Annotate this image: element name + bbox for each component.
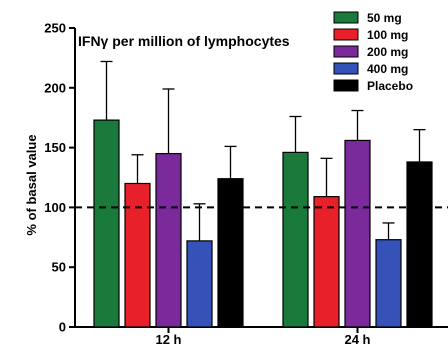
- legend-label: 200 mg: [367, 45, 408, 59]
- y-tick-label: 0: [59, 320, 66, 335]
- y-axis-label: % of basal value: [24, 134, 39, 235]
- bar: [406, 161, 433, 328]
- legend-swatch: [333, 45, 359, 58]
- bar: [186, 240, 213, 328]
- bar: [313, 196, 340, 328]
- y-tick-label: 200: [44, 80, 66, 95]
- legend-swatch: [333, 28, 359, 41]
- y-tick-label: 150: [44, 140, 66, 155]
- y-tick-label: 50: [52, 260, 66, 275]
- legend-label: 400 mg: [367, 62, 408, 76]
- chart-title: IFNγ per million of lymphocytes: [78, 33, 290, 49]
- legend-swatch: [333, 79, 359, 92]
- bar: [155, 152, 182, 328]
- x-tick-label: 24 h: [344, 332, 370, 347]
- legend-swatch: [333, 62, 359, 75]
- bar: [217, 178, 244, 328]
- x-tick-label: 12 h: [155, 332, 181, 347]
- bar: [344, 139, 371, 328]
- legend-label: Placebo: [367, 79, 413, 93]
- bar: [124, 182, 151, 328]
- y-tick-label: 100: [44, 200, 66, 215]
- y-tick-label: 250: [44, 21, 66, 36]
- bar: [93, 119, 120, 328]
- legend-label: 100 mg: [367, 28, 408, 42]
- bar: [375, 239, 402, 328]
- bar: [282, 151, 309, 328]
- legend-label: 50 mg: [367, 11, 402, 25]
- legend-swatch: [333, 11, 359, 24]
